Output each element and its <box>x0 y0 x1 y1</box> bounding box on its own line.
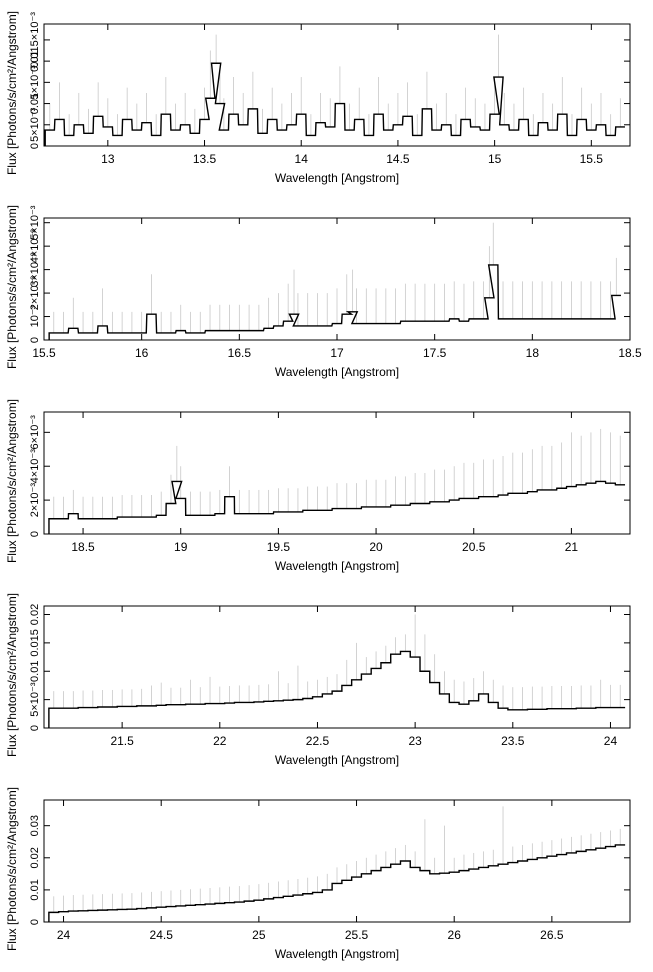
x-tick-label: 14.5 <box>386 152 410 166</box>
y-axis-label: Flux [Photons/s/cm²/Angstrom] <box>5 205 19 369</box>
x-axis-label: Wavelength [Angstrom] <box>275 365 399 379</box>
x-tick-label: 22 <box>213 734 227 748</box>
y-tick-label: 0.01 <box>29 93 41 114</box>
x-tick-label: 15 <box>488 152 502 166</box>
spectrum-panel-4: 21.5 22 22.5 23 23.5 24 0 5×10⁻³0.01 0.015 0.02 Wa… <box>5 593 631 767</box>
x-tick-label: 17 <box>330 346 344 360</box>
x-axis-label: Wavelength [Angstrom] <box>275 171 399 185</box>
x-tick-label: 21.5 <box>110 734 134 748</box>
plot-frame <box>43 23 631 147</box>
x-tick-label: 22.5 <box>306 734 330 748</box>
x-tick-label: 24.5 <box>150 928 174 942</box>
y-tick-label: 0 <box>29 725 41 731</box>
flux-line <box>48 480 626 534</box>
x-tick-label: 20.5 <box>462 540 486 554</box>
flux-line <box>48 844 626 922</box>
y-tick-label: 0.01 <box>29 879 41 900</box>
y-tick-label: 5×10⁻³ <box>29 65 41 100</box>
plot-frame <box>43 605 631 729</box>
x-tick-label: 19.5 <box>267 540 291 554</box>
y-tick-label: 2×10⁻³ <box>29 483 41 518</box>
y-tick-label: 10⁻³ <box>29 305 41 327</box>
y-axis-label: Flux [Photons/s/cm²/Angstrom] <box>5 593 19 757</box>
y-tick-label: 6×10⁻³ <box>29 415 41 450</box>
x-axis-label: Wavelength [Angstrom] <box>275 947 399 961</box>
x-tick-label: 21 <box>565 540 579 554</box>
flux-line <box>48 264 621 340</box>
y-axis-label: Flux [Photons/s/cm²/Angstrom] <box>5 787 19 951</box>
x-tick-label: 25.5 <box>345 928 369 942</box>
y-tick-label: 0.015×10⁻³ <box>29 12 41 68</box>
x-tick-label: 24 <box>604 734 618 748</box>
x-tick-label: 26.5 <box>540 928 564 942</box>
x-tick-label: 18.5 <box>618 346 642 360</box>
x-tick-label: 23 <box>408 734 422 748</box>
y-tick-label: 0.01 <box>29 661 41 682</box>
x-tick-label: 24 <box>57 928 71 942</box>
x-axis-label: Wavelength [Angstrom] <box>275 753 399 767</box>
x-tick-label: 18.5 <box>71 540 95 554</box>
x-tick-label: 15.5 <box>580 152 604 166</box>
y-tick-label: 5×10⁻³ <box>29 107 41 142</box>
x-tick-label: 19 <box>174 540 188 554</box>
plot-frame <box>43 411 631 535</box>
flux-line <box>44 62 625 146</box>
y-tick-label: 0 <box>29 531 41 537</box>
y-axis-label: Flux [Photons/s/cm²/Angstrom] <box>5 399 19 563</box>
plot-frame <box>43 799 631 923</box>
x-tick-label: 16 <box>135 346 149 360</box>
spectrum-panel-5: 24 24.5 25 25.5 26 26.5 0 0.01 0.02 0.03 Wavelengt… <box>5 787 631 961</box>
x-tick-label: 17.5 <box>423 346 447 360</box>
y-tick-label: 3×10⁻³ <box>29 252 41 287</box>
x-tick-label: 23.5 <box>501 734 525 748</box>
y-tick-label: 0 <box>29 143 41 149</box>
x-tick-label: 14 <box>295 152 309 166</box>
spectrum-panel-2: 15.5 16 16.5 17 17.5 18 18.5 0 10⁻³2×10⁻³3×10⁻³4… <box>5 205 642 379</box>
y-tick-label: 5×10⁻³ <box>29 205 41 240</box>
x-tick-label: 15.5 <box>32 346 56 360</box>
x-tick-label: 26 <box>448 928 462 942</box>
y-tick-label: 0 <box>29 919 41 925</box>
x-tick-label: 16.5 <box>228 346 252 360</box>
flux-line <box>48 650 626 728</box>
spectrum-panel-1: 13 13.5 14 14.5 15 15.505×10⁻³0.015×10⁻³0.010… <box>5 11 631 185</box>
x-tick-label: 13.5 <box>193 152 217 166</box>
y-tick-label: 0.01 <box>29 50 41 71</box>
y-tick-label: 0.02 <box>29 847 41 868</box>
y-tick-label: 4×10⁻³ <box>29 449 41 484</box>
y-tick-label: 2×10⁻³ <box>29 276 41 311</box>
y-tick-label: 0.015 <box>29 629 41 657</box>
x-axis-label: Wavelength [Angstrom] <box>275 559 399 573</box>
x-tick-label: 13 <box>101 152 115 166</box>
y-axis-label: Flux [Photons/s/cm²/Angstrom] <box>5 11 19 175</box>
x-tick-label: 18 <box>526 346 540 360</box>
y-tick-label: 4×10⁻³ <box>29 229 41 264</box>
y-tick-label: 5×10⁻³ <box>29 682 41 717</box>
y-tick-label: 0.02 <box>29 604 41 625</box>
x-tick-label: 25 <box>252 928 266 942</box>
x-tick-label: 20 <box>369 540 383 554</box>
y-tick-label: 0.03 <box>29 815 41 836</box>
spectrum-panel-3: 18.5 19 19.5 20 20.5 21 0 2×10⁻³4×10⁻³6×10⁻³ Wav… <box>5 399 631 573</box>
y-tick-label: 0 <box>29 337 41 343</box>
